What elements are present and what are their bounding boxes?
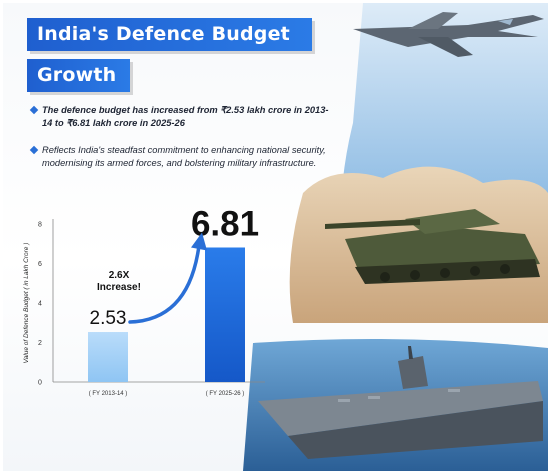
y-tick-label: 0 — [38, 380, 42, 387]
infographic: India's Defence Budget Growth The defenc… — [3, 3, 548, 471]
title-line-1: India's Defence Budget — [27, 18, 312, 51]
value-label-2013: 2.53 — [90, 308, 127, 329]
y-tick-label: 8 — [38, 222, 42, 229]
increase-annotation-line2: Increase! — [97, 282, 141, 293]
bar-1 — [205, 247, 245, 382]
growth-arrow — [128, 243, 201, 324]
fighter-jet-image — [353, 12, 544, 57]
battle-tank-image — [325, 209, 540, 284]
bar-0 — [88, 332, 128, 382]
increase-annotation-line1: 2.6X — [109, 270, 130, 281]
x-category-label: ( FY 2025-26 ) — [206, 391, 245, 397]
arrow-head-icon — [191, 232, 207, 251]
y-tick-label: 2 — [38, 340, 42, 347]
bullet-commitment: Reflects India's steadfast commitment to… — [29, 144, 341, 170]
bullet-budget-increase: The defence budget has increased from ₹2… — [29, 104, 331, 130]
budget-bar-chart: 0 2 4 6 8 Value of Defence Budget ( in Lakh C… — [23, 205, 265, 397]
bullet-text: The defence budget has increased from ₹2… — [42, 105, 329, 128]
bullet-text: Reflects India's steadfast commitment to… — [42, 145, 326, 168]
y-tick-label: 4 — [38, 301, 42, 308]
y-tick-label: 6 — [38, 261, 42, 268]
title-line-2: Growth — [27, 59, 130, 92]
y-axis-label: Value of Defence Budget ( in Lakh Crore … — [23, 243, 30, 364]
aircraft-carrier-image — [258, 346, 543, 459]
x-category-label: ( FY 2013-14 ) — [89, 391, 128, 397]
